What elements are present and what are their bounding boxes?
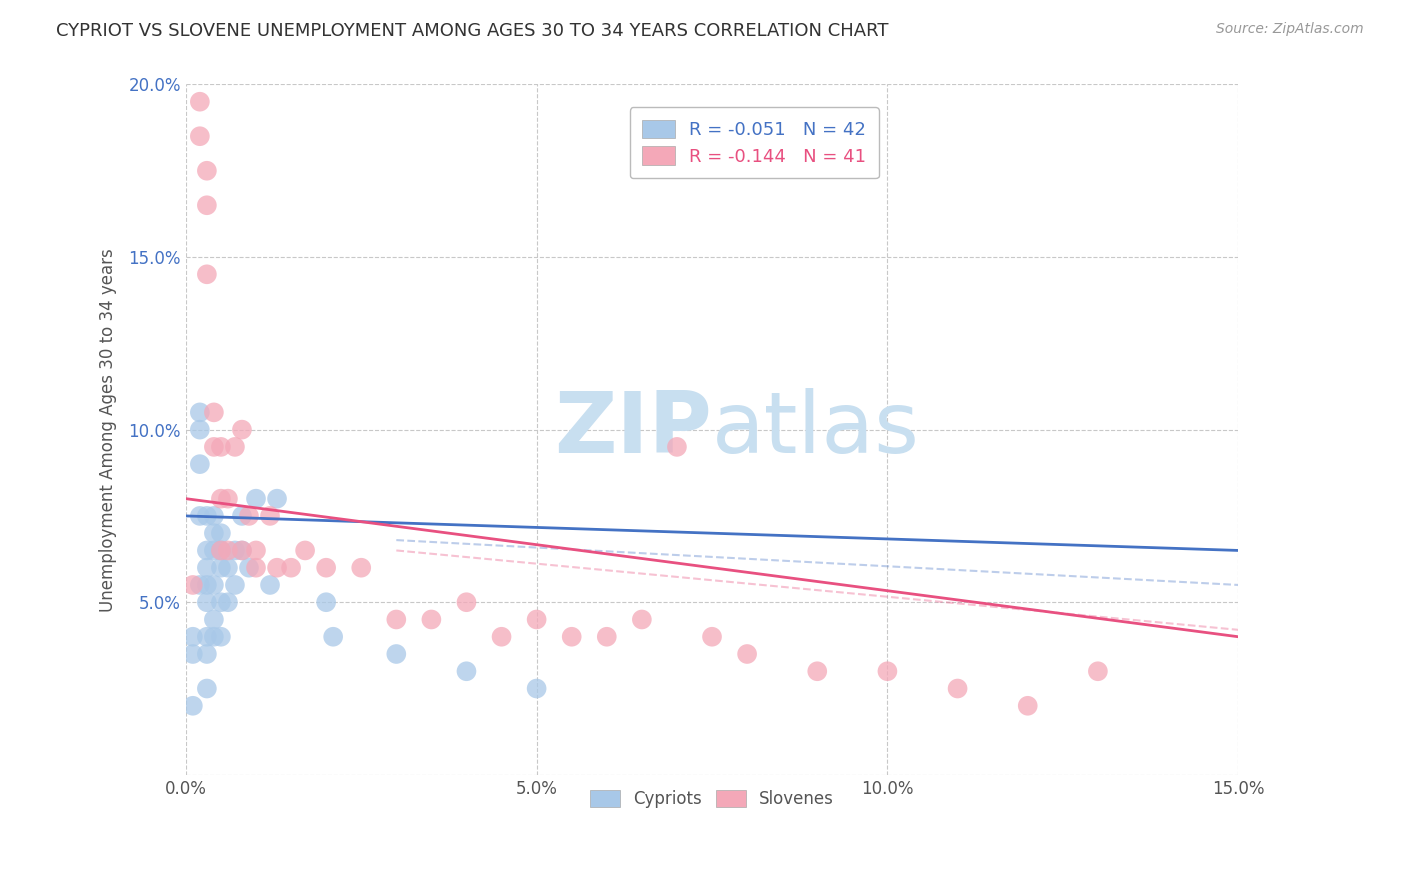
Point: [195, 578, 218, 592]
Point: [195, 198, 218, 212]
Point: [322, 630, 344, 644]
Point: [202, 578, 225, 592]
Point: [876, 665, 898, 679]
Point: [259, 578, 281, 592]
Point: [385, 647, 408, 661]
Point: [238, 560, 260, 574]
Point: [195, 163, 218, 178]
Point: [245, 491, 267, 506]
Point: [806, 665, 828, 679]
Point: [195, 647, 218, 661]
Point: [181, 630, 204, 644]
Point: [209, 595, 232, 609]
Point: [245, 560, 267, 574]
Point: [700, 630, 723, 644]
Point: [259, 508, 281, 523]
Point: [491, 630, 513, 644]
Point: [231, 508, 253, 523]
Point: [188, 95, 211, 109]
Point: [350, 560, 373, 574]
Point: [224, 440, 246, 454]
Point: [202, 440, 225, 454]
Point: [209, 560, 232, 574]
Point: [188, 405, 211, 419]
Point: [209, 491, 232, 506]
Point: [202, 508, 225, 523]
Point: [224, 578, 246, 592]
Point: [385, 612, 408, 626]
Point: [209, 543, 232, 558]
Legend: Cypriots, Slovenes: Cypriots, Slovenes: [583, 783, 841, 814]
Point: [209, 440, 232, 454]
Point: [238, 508, 260, 523]
Point: [456, 665, 478, 679]
Y-axis label: Unemployment Among Ages 30 to 34 years: Unemployment Among Ages 30 to 34 years: [100, 248, 117, 612]
Text: atlas: atlas: [711, 388, 920, 471]
Point: [188, 508, 211, 523]
Point: [1017, 698, 1039, 713]
Point: [195, 543, 218, 558]
Point: [195, 630, 218, 644]
Point: [231, 543, 253, 558]
Point: [266, 491, 288, 506]
Point: [526, 612, 548, 626]
Point: [561, 630, 583, 644]
Point: [266, 560, 288, 574]
Point: [195, 508, 218, 523]
Point: [209, 543, 232, 558]
Point: [231, 543, 253, 558]
Point: [217, 595, 239, 609]
Point: [181, 647, 204, 661]
Text: Source: ZipAtlas.com: Source: ZipAtlas.com: [1216, 22, 1364, 37]
Point: [245, 543, 267, 558]
Point: [202, 630, 225, 644]
Point: [195, 681, 218, 696]
Point: [1087, 665, 1109, 679]
Point: [188, 457, 211, 471]
Point: [195, 595, 218, 609]
Point: [195, 560, 218, 574]
Point: [665, 440, 688, 454]
Point: [188, 578, 211, 592]
Point: [231, 423, 253, 437]
Point: [209, 526, 232, 541]
Text: ZIP: ZIP: [554, 388, 711, 471]
Point: [181, 578, 204, 592]
Point: [294, 543, 316, 558]
Point: [202, 526, 225, 541]
Point: [188, 129, 211, 144]
Point: [596, 630, 619, 644]
Point: [217, 560, 239, 574]
Point: [420, 612, 443, 626]
Point: [217, 491, 239, 506]
Point: [280, 560, 302, 574]
Point: [195, 268, 218, 282]
Point: [526, 681, 548, 696]
Point: [202, 612, 225, 626]
Point: [188, 423, 211, 437]
Point: [224, 543, 246, 558]
Point: [315, 560, 337, 574]
Point: [631, 612, 654, 626]
Point: [209, 630, 232, 644]
Point: [456, 595, 478, 609]
Text: CYPRIOT VS SLOVENE UNEMPLOYMENT AMONG AGES 30 TO 34 YEARS CORRELATION CHART: CYPRIOT VS SLOVENE UNEMPLOYMENT AMONG AG…: [56, 22, 889, 40]
Point: [202, 543, 225, 558]
Point: [217, 543, 239, 558]
Point: [735, 647, 758, 661]
Point: [202, 405, 225, 419]
Point: [181, 698, 204, 713]
Point: [946, 681, 969, 696]
Point: [315, 595, 337, 609]
